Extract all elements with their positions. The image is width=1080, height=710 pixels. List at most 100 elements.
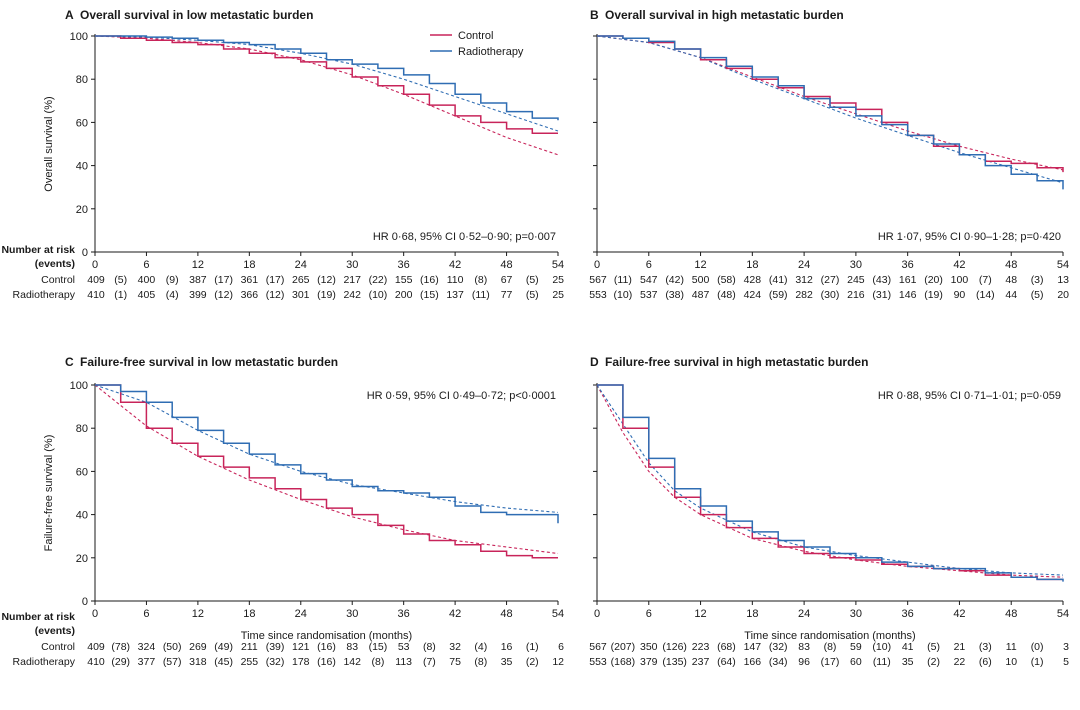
panel-c-x-tick-label: 12 (192, 608, 204, 620)
panel-d-x-tick-label: 48 (1005, 608, 1017, 620)
panel-c-fit-radiotherapy (94, 384, 559, 513)
panel-a-risk-control-cell: 361 (241, 274, 259, 286)
panel-c-risk-control-cell: 324 (138, 641, 156, 653)
panel-b-risk-control-cell: 500 (692, 274, 710, 286)
panel-b-risk-radiotherapy-cell: (5) (1031, 289, 1044, 301)
panel-a-risk-radiotherapy-cell: 77 (501, 289, 513, 301)
panel-b-risk-control-cell: 245 (847, 274, 865, 286)
panel-d-risk-control-cell: 59 (850, 641, 862, 653)
panel-d-risk-radiotherapy-cell: 35 (902, 656, 914, 668)
panel-c-x-tick-label: 54 (552, 608, 564, 620)
panel-c-series-radiotherapy (95, 384, 559, 524)
panel-a-risk-radiotherapy-cell: 399 (189, 289, 207, 301)
panel-b-x-tick-label: 24 (798, 259, 810, 271)
panel-b-x-tick-label: 30 (850, 259, 862, 271)
panel-b-x-tick-label: 48 (1005, 259, 1017, 271)
panel-a-x-tick-label: 18 (243, 259, 255, 271)
panel-d-x-tick-label: 30 (850, 608, 862, 620)
panel-a-x-tick-label: 0 (92, 259, 98, 271)
panel-b-risk-radiotherapy-cell: 216 (847, 289, 865, 301)
panel-b-risk-control-cell: 567 (589, 274, 607, 286)
panel-c-risk-radiotherapy-cell: 377 (138, 656, 156, 668)
panel-a-risk-radiotherapy-cell: 366 (241, 289, 259, 301)
panel-d-risk-control-cell: (0) (1031, 641, 1044, 653)
panel-c-risk-header: Number at risk (1, 611, 75, 623)
panel-c-x-tick-label: 18 (243, 608, 255, 620)
panel-c-x-axis-label: Time since randomisation (months) (241, 630, 412, 642)
panel-d-series-radiotherapy (597, 384, 1064, 582)
panel-b-risk-control-cell: (58) (717, 274, 736, 286)
panel-d-risk-control-cell: (68) (717, 641, 736, 653)
panel-a-risk-control-cell: (16) (420, 274, 439, 286)
panel-b-series-radiotherapy (597, 35, 1064, 190)
panel-c-x-tick-label: 6 (143, 608, 149, 620)
panel-b-x-tick-label: 36 (902, 259, 914, 271)
panel-c-risk-radiotherapy-cell: 178 (292, 656, 310, 668)
panel-d-risk-control-cell: (207) (611, 641, 636, 653)
panel-c-risk-radiotherapy-cell: (32) (266, 656, 285, 668)
panel-c-risk-control-cell: 83 (346, 641, 358, 653)
panel-d-risk-radiotherapy-cell: 22 (954, 656, 966, 668)
legend-label-radiotherapy: Radiotherapy (458, 46, 524, 58)
panel-b-risk-control-cell: (41) (769, 274, 788, 286)
panel-c-risk-subheader: (events) (35, 625, 75, 637)
panel-b-title: Overall survival in high metastatic burd… (605, 8, 844, 22)
panel-a-risk-control-cell: (8) (474, 274, 487, 286)
panel-c-x-tick-label: 24 (295, 608, 307, 620)
panel-c-risk-radiotherapy-cell: (45) (214, 656, 233, 668)
panel-d-risk-control-cell: (32) (769, 641, 788, 653)
panel-b-x-tick-label: 12 (694, 259, 706, 271)
panel-c-letter: C (65, 355, 74, 369)
panel-c-risk-radiotherapy-cell: 12 (552, 656, 564, 668)
panel-c-risk-radiotherapy-cell: 35 (501, 656, 513, 668)
panel-d-risk-radiotherapy-cell: 5 (1063, 656, 1069, 668)
panel-a-risk-radiotherapy-cell: 410 (87, 289, 105, 301)
panel-d-x-tick-label: 0 (594, 608, 600, 620)
panel-d-risk-radiotherapy-cell: (168) (611, 656, 636, 668)
panel-c-risk-row-label: Control (41, 641, 75, 653)
panel-a-risk-control-cell: 409 (87, 274, 105, 286)
panel-a-risk-radiotherapy-cell: 200 (395, 289, 413, 301)
panel-c-risk-control-cell: (8) (423, 641, 436, 653)
panel-a-risk-radiotherapy-cell: (12) (214, 289, 233, 301)
panel-a-y-tick-label: 40 (76, 161, 88, 173)
panel-a-x-tick-label: 42 (449, 259, 461, 271)
panel-c-x-tick-label: 0 (92, 608, 98, 620)
panel-c-x-tick-label: 42 (449, 608, 461, 620)
panel-c-hr-annotation: HR 0·59, 95% CI 0·49–0·72; p<0·0001 (367, 390, 556, 402)
panel-a-risk-radiotherapy-cell: 137 (446, 289, 464, 301)
panel-b-x-tick-label: 18 (746, 259, 758, 271)
panel-a-risk-radiotherapy-cell: 301 (292, 289, 310, 301)
panel-b-risk-control-cell: 100 (951, 274, 969, 286)
panel-c-risk-row-label: Radiotherapy (13, 656, 76, 668)
panel-c-risk-radiotherapy-cell: 410 (87, 656, 105, 668)
panel-c-y-tick-label: 40 (76, 510, 88, 522)
panel-a-risk-control-cell: 265 (292, 274, 310, 286)
panel-c-risk-control-cell: 269 (189, 641, 207, 653)
panel-a-x-tick-label: 6 (143, 259, 149, 271)
panel-d-risk-radiotherapy-cell: (135) (662, 656, 687, 668)
panel-d-risk-control-cell: 567 (589, 641, 607, 653)
panel-a-risk-radiotherapy-cell: (11) (472, 289, 490, 301)
panel-b-risk-radiotherapy-cell: (38) (665, 289, 684, 301)
panel-c-y-tick-label: 80 (76, 423, 88, 435)
panel-b-risk-control-cell: (43) (872, 274, 891, 286)
panel-a-risk-control-cell: 110 (447, 274, 464, 286)
panel-b-risk-control-cell: 48 (1005, 274, 1017, 286)
panel-c-risk-radiotherapy-cell: 318 (189, 656, 207, 668)
panel-d-risk-radiotherapy-cell: 379 (640, 656, 658, 668)
panel-d-x-tick-label: 24 (798, 608, 810, 620)
panel-a-risk-radiotherapy-cell: (1) (114, 289, 127, 301)
panel-b-hr-annotation: HR 1·07, 95% CI 0·90–1·28; p=0·420 (878, 231, 1061, 243)
panel-a-x-tick-label: 48 (500, 259, 512, 271)
panel-d-risk-radiotherapy-cell: (64) (717, 656, 736, 668)
panel-d-x-tick-label: 42 (953, 608, 965, 620)
panel-a-risk-control-cell: 67 (501, 274, 513, 286)
panel-a-y-tick-label: 100 (70, 31, 88, 43)
panel-b-x-tick-label: 6 (646, 259, 652, 271)
panel-c-risk-radiotherapy-cell: (8) (372, 656, 385, 668)
panel-c-risk-radiotherapy-cell: (8) (474, 656, 487, 668)
panel-b-risk-control-cell: (42) (665, 274, 684, 286)
panel-b-risk-control-cell: (27) (821, 274, 840, 286)
